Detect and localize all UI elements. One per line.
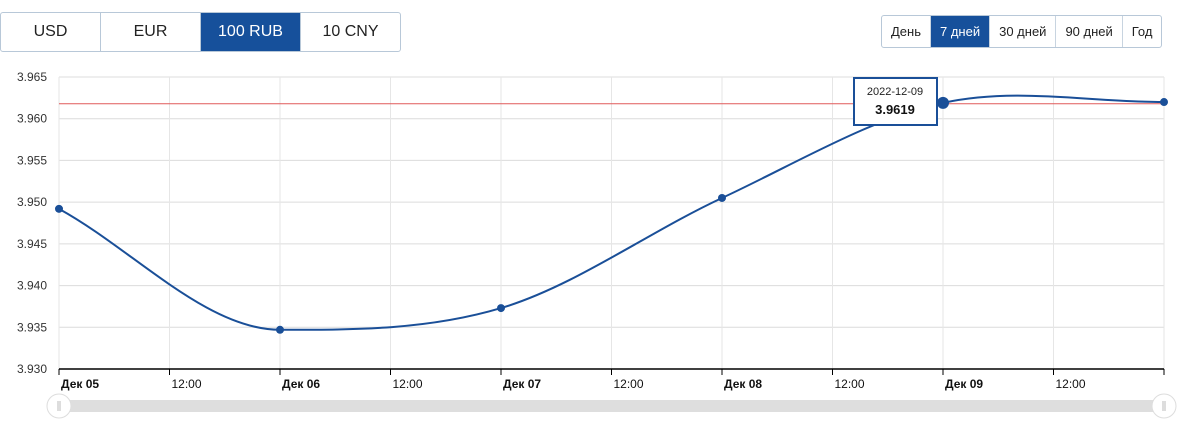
tooltip: 2022-12-09 3.9619 xyxy=(853,77,938,126)
navigator-track[interactable] xyxy=(59,400,1164,412)
y-tick-label: 3.930 xyxy=(17,362,47,376)
currency-tabs: USD EUR 100 RUB 10 CNY xyxy=(0,12,401,52)
tab-year[interactable]: Год xyxy=(1131,24,1153,39)
data-point xyxy=(276,325,284,334)
y-tick-label: 3.950 xyxy=(17,195,47,209)
x-tick-label: 12:00 xyxy=(393,377,423,391)
series-line xyxy=(58,94,1165,331)
navigator-left-handle[interactable] xyxy=(46,393,72,419)
x-tick-label: Дек 08 xyxy=(724,377,762,391)
y-tick-label: 3.960 xyxy=(17,112,47,126)
y-tick-label: 3.965 xyxy=(17,70,47,84)
y-tick-label: 3.940 xyxy=(17,279,47,293)
y-tick-label: 3.945 xyxy=(17,237,47,251)
x-tick-label: 12:00 xyxy=(614,377,644,391)
x-tick-label: Дек 09 xyxy=(945,377,983,391)
tab-day[interactable]: День xyxy=(882,16,931,47)
data-point xyxy=(937,96,949,109)
tooltip-value: 3.9619 xyxy=(875,102,915,117)
x-tick-label: Дек 06 xyxy=(282,377,320,391)
y-tick-label: 3.955 xyxy=(17,153,47,167)
data-point xyxy=(1160,98,1168,107)
x-tick-label: 12:00 xyxy=(172,377,202,391)
y-tick-label: 3.935 xyxy=(17,320,47,334)
tab-cny[interactable]: 10 CNY xyxy=(322,23,379,40)
x-tick-label: Дек 05 xyxy=(61,377,99,391)
x-tick-label: 12:00 xyxy=(835,377,865,391)
tab-30-days[interactable]: 30 дней xyxy=(990,16,1057,47)
tab-eur[interactable]: EUR xyxy=(101,13,201,51)
tab-90-days[interactable]: 90 дней xyxy=(1056,16,1123,47)
navigator-right-handle[interactable] xyxy=(1151,393,1177,419)
data-point xyxy=(497,304,505,313)
x-tick-label: Дек 07 xyxy=(503,377,541,391)
tab-usd[interactable]: USD xyxy=(1,13,101,51)
period-tabs: День 7 дней 30 дней 90 дней Год xyxy=(881,15,1163,48)
data-point xyxy=(55,204,63,213)
data-point xyxy=(718,193,726,202)
tab-7-days[interactable]: 7 дней xyxy=(931,16,991,47)
tooltip-box xyxy=(853,77,938,126)
x-tick-label: 12:00 xyxy=(1056,377,1086,391)
tab-rub[interactable]: 100 RUB xyxy=(201,13,301,51)
tooltip-date: 2022-12-09 xyxy=(867,86,923,98)
